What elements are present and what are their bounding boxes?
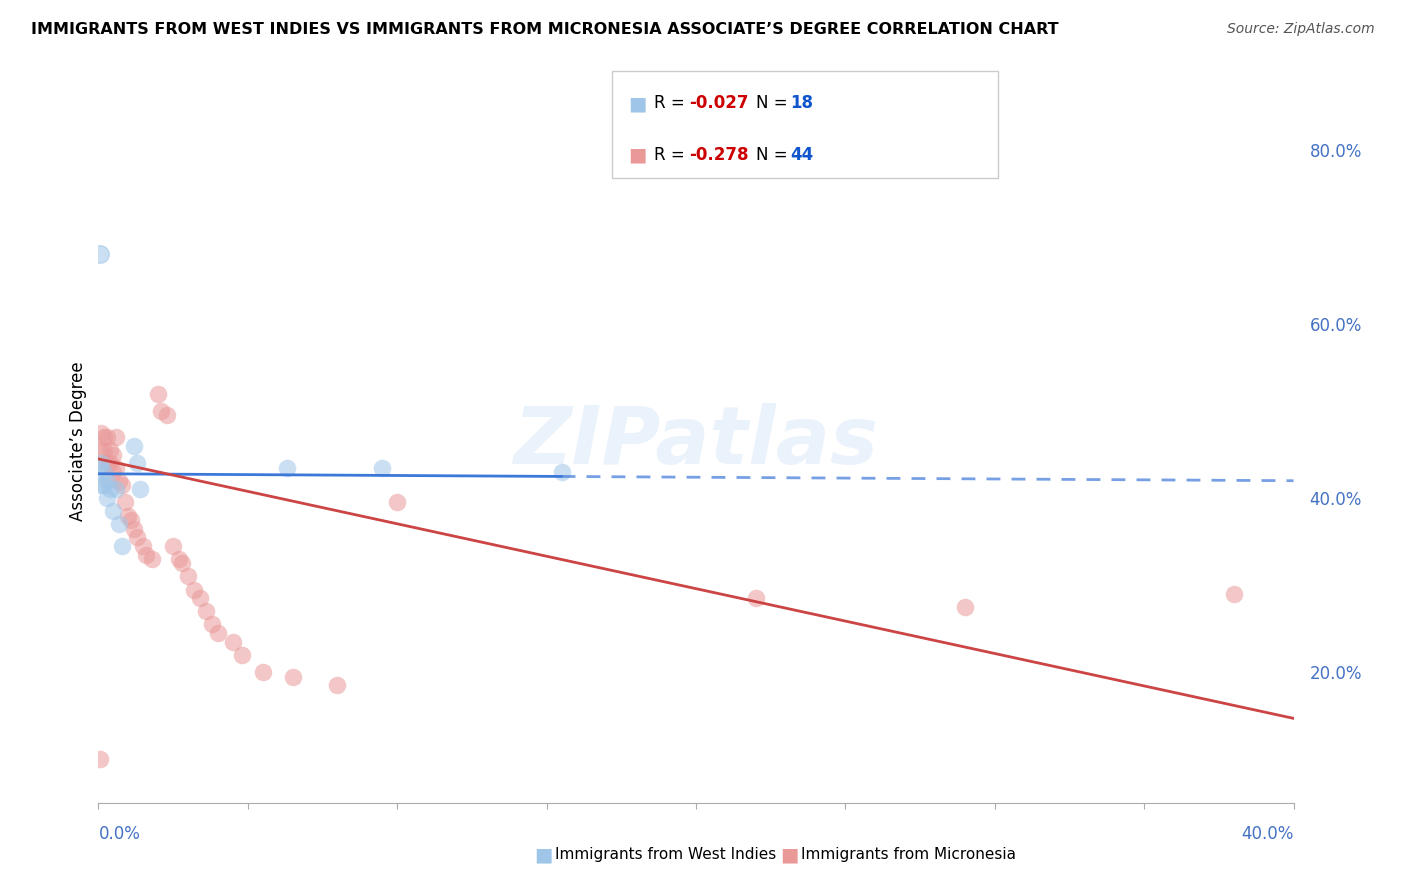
Point [135,548,157,562]
Point [385,495,409,509]
Point [177,569,200,583]
Point [150,404,173,418]
Text: ■: ■ [780,845,799,864]
Point [195,604,218,618]
Point [127,530,149,544]
Point [89,460,111,475]
Text: -0.027: -0.027 [689,95,748,112]
Point [124,522,146,536]
Text: 40.0%: 40.0% [1241,824,1294,843]
Text: 0.0%: 0.0% [98,824,141,843]
Point [124,439,146,453]
Point [276,460,298,475]
Text: 18: 18 [790,95,813,112]
Point [156,409,179,423]
Point [103,465,125,479]
Point [207,626,229,640]
Point [111,539,134,553]
Point [98,456,122,470]
Point [96,474,118,488]
Point [105,460,128,475]
Point [90,443,112,458]
Text: ■: ■ [534,845,553,864]
Point [96,430,118,444]
Text: Source: ZipAtlas.com: Source: ZipAtlas.com [1227,22,1375,37]
Point [326,678,349,692]
Point [105,483,128,497]
Text: ■: ■ [628,145,647,164]
Text: Immigrants from Micronesia: Immigrants from Micronesia [801,847,1017,862]
Point [120,513,142,527]
Point [98,443,122,458]
Point [89,247,111,261]
Point [222,634,245,648]
Point [90,456,112,470]
Text: -0.278: -0.278 [689,146,748,164]
Point [252,665,274,680]
Text: R =: R = [654,146,690,164]
Point [90,478,112,492]
Point [148,386,170,401]
Text: N =: N = [756,95,793,112]
Text: Immigrants from West Indies: Immigrants from West Indies [555,847,776,862]
Point [231,648,253,662]
Text: ZIPatlas: ZIPatlas [513,402,879,481]
Point [90,425,112,440]
Point [129,483,152,497]
Point [111,478,134,492]
Point [93,443,115,458]
Point [201,617,224,632]
Point [103,504,125,518]
Point [371,460,394,475]
Point [127,456,149,470]
Point [108,474,131,488]
Point [167,552,190,566]
Point [162,539,184,553]
Y-axis label: Associate’s Degree: Associate’s Degree [69,362,87,521]
Point [188,591,211,606]
Point [89,752,111,766]
Point [98,483,122,497]
Point [281,669,304,683]
Point [953,599,976,614]
Text: R =: R = [654,95,690,112]
Text: IMMIGRANTS FROM WEST INDIES VS IMMIGRANTS FROM MICRONESIA ASSOCIATE’S DEGREE COR: IMMIGRANTS FROM WEST INDIES VS IMMIGRANT… [31,22,1059,37]
Point [183,582,205,597]
Point [105,430,128,444]
Point [93,478,115,492]
Point [96,491,118,505]
Point [550,465,572,479]
Point [1223,587,1246,601]
Point [114,495,136,509]
Text: N =: N = [756,146,793,164]
Point [93,465,115,479]
Point [745,591,768,606]
Point [141,552,163,566]
Point [117,508,139,523]
Point [132,539,155,553]
Text: 44: 44 [790,146,814,164]
Point [93,430,115,444]
Point [96,456,118,470]
Text: ■: ■ [628,94,647,113]
Point [172,557,194,571]
Point [108,517,131,532]
Point [103,448,125,462]
